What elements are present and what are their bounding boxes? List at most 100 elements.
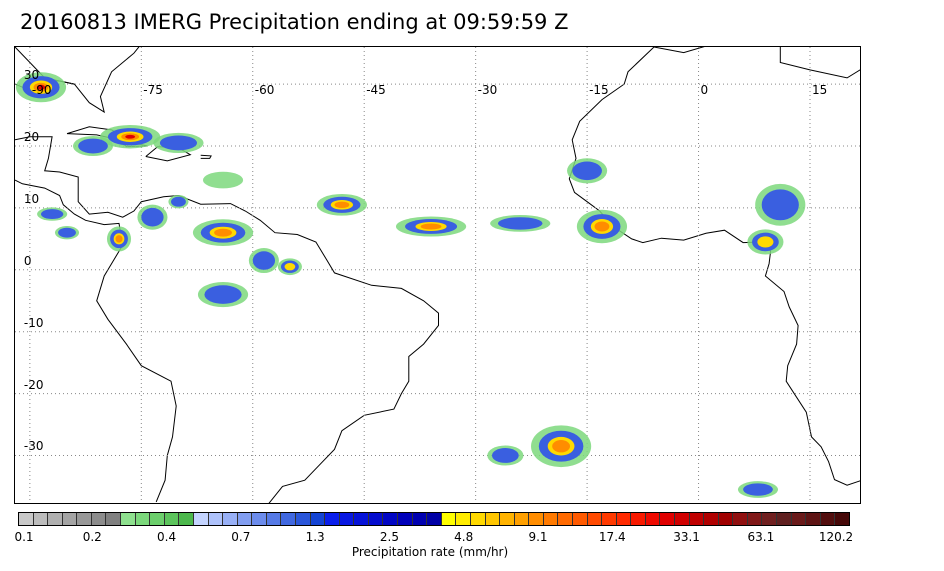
precip-area-core: [761, 189, 799, 221]
precip-area-core: [572, 161, 602, 181]
precip-area-core: [115, 235, 123, 243]
colorbar-box: [179, 513, 194, 525]
colorbar-box: [266, 513, 282, 525]
precip-area-core: [159, 135, 198, 151]
colorbar-box: [354, 513, 369, 525]
coastline: [653, 47, 860, 79]
longitude-label: 15: [811, 83, 828, 97]
latitude-label: -20: [23, 377, 44, 392]
precip-area-core: [743, 483, 773, 496]
precip-area-core: [497, 217, 543, 230]
colorbar-box: [456, 513, 471, 525]
colorbar-box: [718, 513, 734, 525]
colorbar-box: [295, 513, 311, 525]
map-panel: -90 -75 -60 -45 -30 -15 0 15 30 20 10 0 -10 -20 -30: [14, 46, 861, 504]
longitude-label: -15: [589, 83, 609, 97]
latitude-label: -10: [23, 315, 44, 330]
colorbar-box: [252, 513, 267, 525]
latitude-label: -30: [23, 439, 44, 454]
precip-area-core: [78, 138, 108, 154]
colorbar-box: [572, 513, 588, 525]
colorbar-box: [77, 513, 92, 525]
coastline: [200, 154, 212, 159]
colorbar-box: [631, 513, 646, 525]
colorbar-box: [33, 513, 49, 525]
colorbar-box: [747, 513, 763, 525]
colorbar-tick-label: 120.2: [818, 530, 854, 544]
colorbar-tick-label: 1.3: [305, 530, 325, 544]
precip-area-core: [58, 227, 76, 238]
colorbar-box: [383, 513, 399, 525]
colorbar-box: [660, 513, 676, 525]
precip-area-core: [204, 285, 242, 304]
colorbar-box: [398, 513, 413, 525]
latitude-label: 0: [23, 253, 32, 268]
colorbar-box: [62, 513, 78, 525]
colorbar-box: [777, 513, 792, 525]
colorbar-box: [791, 513, 807, 525]
colorbar-tick-label: 9.1: [528, 530, 548, 544]
precip-area: [202, 171, 244, 189]
precip-area-core: [214, 228, 232, 237]
colorbar-tick-label: 2.5: [379, 530, 399, 544]
precip-area-core: [491, 448, 519, 463]
colorbar-box: [470, 513, 486, 525]
colorbar-box: [689, 513, 705, 525]
coastline: [568, 47, 860, 486]
colorbar-box: [500, 513, 515, 525]
colorbar-tick-label: 33.1: [673, 530, 700, 544]
colorbar-box: [223, 513, 238, 525]
colorbar-tick-label: 63.1: [747, 530, 775, 544]
colorbar-box: [135, 513, 151, 525]
longitude-label: -90: [31, 83, 52, 97]
coastline: [15, 136, 439, 503]
latitude-label: 30: [23, 68, 40, 83]
colorbar-box: [106, 513, 122, 525]
colorbar-tick-label: 0.1: [14, 530, 34, 544]
colorbar-box: [762, 513, 778, 525]
longitude-label: 0: [700, 83, 709, 97]
precip-area-core: [36, 84, 46, 90]
colorbar-box: [19, 513, 34, 525]
colorbar-box: [412, 513, 428, 525]
precip-area-core: [757, 236, 774, 248]
precip-area-core: [284, 263, 296, 271]
colorbar-box: [237, 513, 253, 525]
precip-area-core: [420, 223, 442, 230]
colorbar-box: [704, 513, 719, 525]
colorbar-tick-label: 0.4: [157, 530, 177, 544]
colorbar-box: [835, 513, 849, 525]
colorbar-box: [208, 513, 224, 525]
colorbar-box: [48, 513, 63, 525]
colorbar-box: [427, 513, 442, 525]
colorbar-box: [514, 513, 530, 525]
colorbar-box: [150, 513, 165, 525]
colorbar-box: [543, 513, 559, 525]
colorbar-box: [529, 513, 544, 525]
map-title: 20160813 IMERG Precipitation ending at 0…: [20, 10, 569, 34]
colorbar-box: [675, 513, 690, 525]
colorbar-box: [441, 513, 457, 525]
colorbar-box: [820, 513, 836, 525]
colorbar-tick-label: 0.2: [82, 530, 102, 544]
colorbar-box: [164, 513, 180, 525]
colorbar-box: [91, 513, 107, 525]
longitude-label: -45: [366, 83, 386, 97]
precip-area-core: [141, 207, 164, 227]
colorbar-box: [193, 513, 209, 525]
precip-area-core: [171, 196, 186, 207]
precip-area-core: [552, 440, 571, 453]
colorbar-box: [368, 513, 384, 525]
colorbar-box: [310, 513, 326, 525]
colorbar-box: [339, 513, 355, 525]
longitude-label: -60: [254, 83, 275, 97]
latitude-label: 10: [23, 191, 40, 206]
colorbar-box: [645, 513, 661, 525]
colorbar-box: [281, 513, 296, 525]
latitude-label: 20: [23, 130, 40, 145]
colorbar-box: [587, 513, 603, 525]
colorbar-tick-label: 17.4: [598, 530, 626, 544]
colorbar-label: Precipitation rate (mm/hr): [351, 545, 509, 559]
precip-area-core: [252, 251, 276, 270]
colorbar-box: [558, 513, 573, 525]
